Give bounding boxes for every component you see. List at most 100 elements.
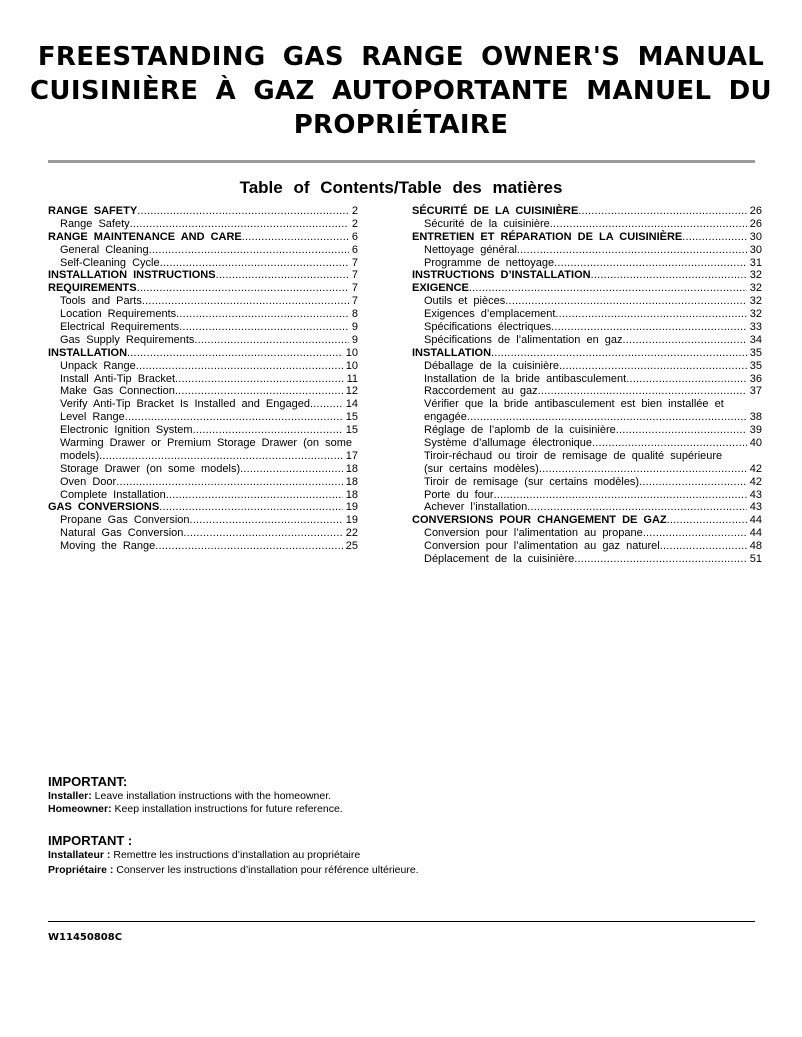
toc-entry-text: Tiroir-réchaud ou tiroir de remisage de … xyxy=(424,449,723,462)
owner-text: Conserver les instructions d’installatio… xyxy=(113,864,419,876)
toc-entry[interactable]: Oven Door 18 xyxy=(48,476,358,489)
toc-entry-page: 6 xyxy=(351,230,358,243)
toc-entry[interactable]: Spécifications électriques 33 xyxy=(412,321,762,334)
toc-entry[interactable]: Installation de la bride antibasculement… xyxy=(412,373,762,386)
toc-entry[interactable]: Self-Cleaning Cycle 7 xyxy=(48,257,358,270)
toc-entry[interactable]: Conversion pour l’alimentation au propan… xyxy=(412,527,762,540)
dot-leader xyxy=(682,231,746,244)
dot-leader xyxy=(551,321,747,334)
toc-entry[interactable]: Déballage de la cuisinière 35 xyxy=(412,360,762,373)
toc-entry[interactable]: INSTALLATION 35 xyxy=(412,347,762,360)
dot-leader xyxy=(554,257,747,270)
dot-leader xyxy=(623,334,747,347)
toc-entry[interactable]: Réglage de l’aplomb de la cuisinière 39 xyxy=(412,424,762,437)
toc-entry[interactable]: Sécurité de la cuisinière 26 xyxy=(412,218,762,231)
dot-leader xyxy=(469,282,747,295)
toc-entry-text: Nettoyage général xyxy=(424,243,517,256)
toc-entry[interactable]: engagée 38 xyxy=(412,411,762,424)
toc-entry[interactable]: Electronic Ignition System 15 xyxy=(48,424,358,437)
toc-french: SÉCURITÉ DE LA CUISINIÈRE26Sécurité de l… xyxy=(412,205,762,566)
toc-entry-text: Tools and Parts xyxy=(60,295,142,308)
toc-entry[interactable]: Location Requirements 8 xyxy=(48,308,358,321)
toc-entry-page: 40 xyxy=(749,437,762,450)
toc-entry[interactable]: Gas Supply Requirements 9 xyxy=(48,334,358,347)
toc-entry[interactable]: Electrical Requirements 9 xyxy=(48,321,358,334)
toc-entry-text: Install Anti-Tip Bracket xyxy=(60,372,176,385)
toc-entry-page: 25 xyxy=(345,540,358,553)
toc-entry-text: Complete Installation xyxy=(60,488,166,501)
toc-entry-page: 33 xyxy=(749,321,762,334)
toc-entry-text: General Cleaning xyxy=(60,243,149,256)
toc-entry[interactable]: Verify Anti-Tip Bracket Is Installed and… xyxy=(48,398,358,411)
toc-entry[interactable]: INSTALLATION 10 xyxy=(48,347,358,360)
dot-leader xyxy=(539,463,747,476)
toc-entry-text: (sur certains modèles) xyxy=(424,462,539,475)
toc-entry[interactable]: Système d’allumage électronique 40 xyxy=(412,437,762,450)
toc-entry[interactable]: Level Range 15 xyxy=(48,411,358,424)
toc-entry[interactable]: REQUIREMENTS 7 xyxy=(48,282,358,295)
toc-title: Table of Contents/Table des matières xyxy=(239,178,563,197)
toc-entry-page: 7 xyxy=(351,269,358,282)
toc-entry[interactable]: Propane Gas Conversion 19 xyxy=(48,514,358,527)
toc-entry[interactable]: SÉCURITÉ DE LA CUISINIÈRE 26 xyxy=(412,205,762,218)
toc-entry[interactable]: INSTRUCTIONS D’INSTALLATION 32 xyxy=(412,269,762,282)
toc-entry[interactable]: Achever l’installation 43 xyxy=(412,501,762,514)
toc-entry[interactable]: Tiroir de remisage (sur certains modèles… xyxy=(412,476,762,489)
toc-entry[interactable]: Complete Installation 18 xyxy=(48,489,358,502)
toc-entry[interactable]: Raccordement au gaz 37 xyxy=(412,385,762,398)
toc-entry[interactable]: Porte du four 43 xyxy=(412,489,762,502)
toc-entry[interactable]: Programme de nettoyage 31 xyxy=(412,257,762,270)
toc-entry-page: 15 xyxy=(345,411,358,424)
document-number: W11450808C xyxy=(48,932,123,943)
toc-entry-page: 26 xyxy=(749,217,762,230)
toc-entry[interactable]: CONVERSIONS POUR CHANGEMENT DE GAZ 44 xyxy=(412,514,762,527)
toc-entry[interactable]: INSTALLATION INSTRUCTIONS 7 xyxy=(48,269,358,282)
toc-entry[interactable]: Outils et pièces 32 xyxy=(412,295,762,308)
toc-entry[interactable]: Make Gas Connection 12 xyxy=(48,385,358,398)
toc-entry[interactable]: Storage Drawer (on some models) 18 xyxy=(48,463,358,476)
toc-entry[interactable]: Vérifier que la bride antibasculement es… xyxy=(412,398,762,411)
toc-entry[interactable]: Spécifications de l’alimentation en gaz 3… xyxy=(412,334,762,347)
toc-entry[interactable]: Déplacement de la cuisinière 51 xyxy=(412,553,762,566)
toc-entry[interactable]: Nettoyage général 30 xyxy=(412,244,762,257)
toc-entry[interactable]: Warming Drawer or Premium Storage Drawer… xyxy=(48,437,358,450)
toc-entry-page: 7 xyxy=(351,295,358,308)
owner-label: Propriétaire : xyxy=(48,864,114,876)
toc-entry[interactable]: RANGE SAFETY 2 xyxy=(48,205,358,218)
toc-entry-text: Outils et pièces xyxy=(424,295,506,308)
toc-entry[interactable]: ENTRETIEN ET RÉPARATION DE LA CUISINIÈRE… xyxy=(412,231,762,244)
toc-entry[interactable]: Install Anti-Tip Bracket 11 xyxy=(48,373,358,386)
dot-leader xyxy=(578,205,746,218)
installer-text: Leave installation instructions with the… xyxy=(91,790,332,802)
toc-entry[interactable]: models) 17 xyxy=(48,450,358,463)
toc-entry[interactable]: RANGE MAINTENANCE AND CARE 6 xyxy=(48,231,358,244)
toc-entry-page: 17 xyxy=(345,449,358,462)
toc-entry-page: 35 xyxy=(749,359,762,372)
toc-entry-page: 19 xyxy=(345,501,358,514)
toc-entry-text: Natural Gas Conversion xyxy=(60,527,184,540)
toc-entry-page: 32 xyxy=(749,295,762,308)
dot-leader xyxy=(550,218,747,231)
toc-entry-text: REQUIREMENTS xyxy=(48,282,137,295)
dot-leader xyxy=(527,501,746,514)
toc-entry[interactable]: Natural Gas Conversion 22 xyxy=(48,527,358,540)
important-heading: IMPORTANT : xyxy=(48,833,133,848)
toc-entry[interactable]: EXIGENCE 32 xyxy=(412,282,762,295)
dot-leader xyxy=(176,308,349,321)
toc-entry[interactable]: General Cleaning 6 xyxy=(48,244,358,257)
dot-leader xyxy=(517,244,747,257)
toc-entry[interactable]: GAS CONVERSIONS 19 xyxy=(48,501,358,514)
toc-entry-text: Gas Supply Requirements xyxy=(60,333,195,346)
toc-entry-page: 7 xyxy=(351,256,358,269)
dot-leader xyxy=(130,218,349,231)
toc-entry[interactable]: (sur certains modèles) 42 xyxy=(412,463,762,476)
toc-entry[interactable]: Unpack Range 10 xyxy=(48,360,358,373)
toc-entry[interactable]: Exigences d’emplacement 32 xyxy=(412,308,762,321)
toc-entry[interactable]: Range Safety 2 xyxy=(48,218,358,231)
toc-entry[interactable]: Tools and Parts 7 xyxy=(48,295,358,308)
toc-entry[interactable]: Conversion pour l’alimentation au gaz na… xyxy=(412,540,762,553)
toc-entry[interactable]: Moving the Range 25 xyxy=(48,540,358,553)
toc-entry-page: 36 xyxy=(749,372,762,385)
toc-entry[interactable]: Tiroir-réchaud ou tiroir de remisage de … xyxy=(412,450,762,463)
toc-entry-page: 22 xyxy=(345,527,358,540)
